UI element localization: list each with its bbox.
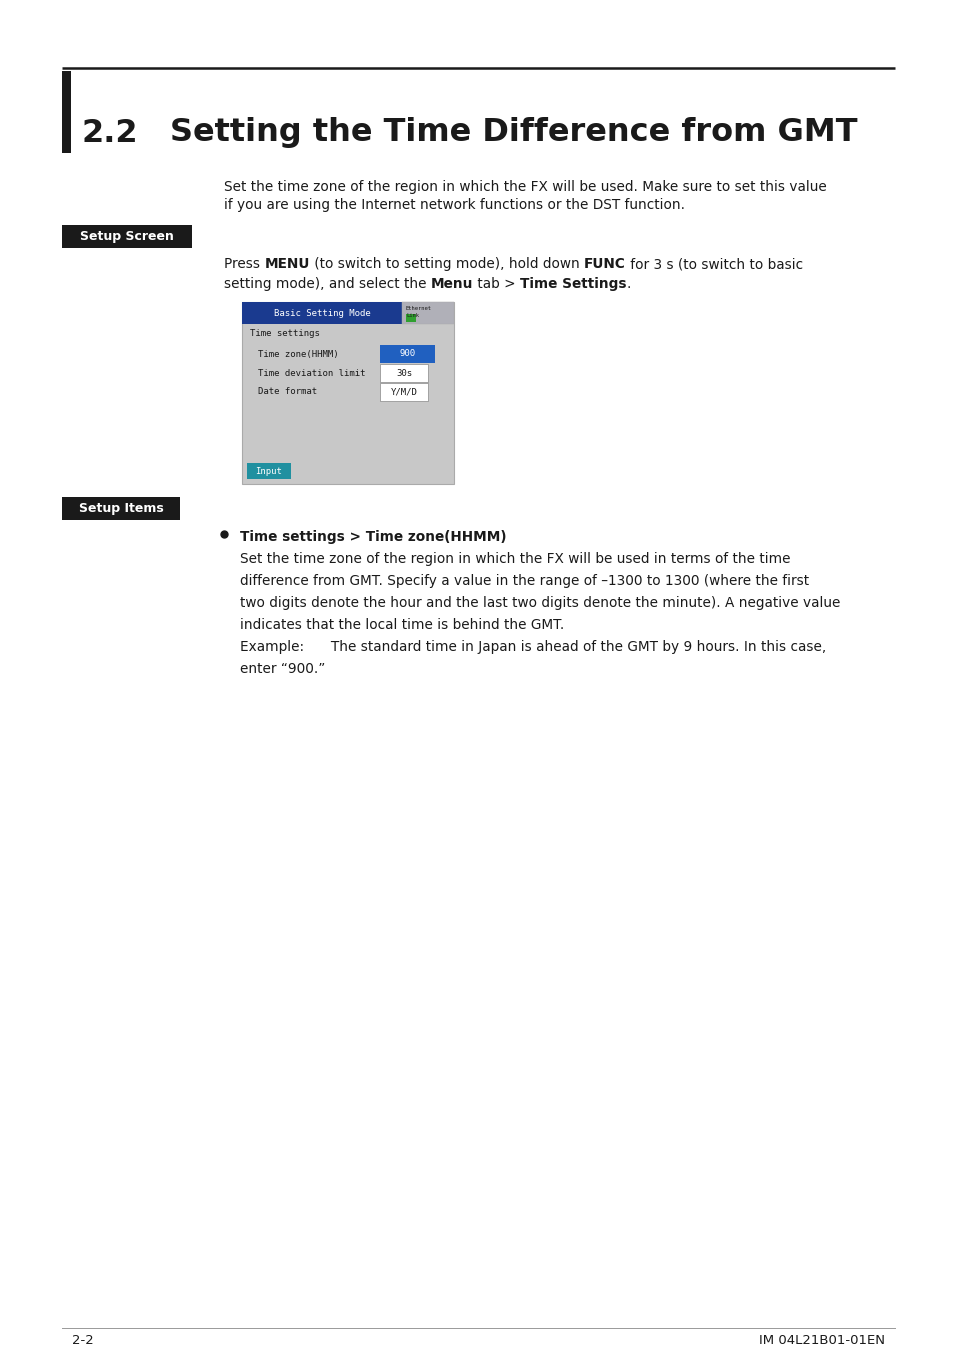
Text: tab >: tab >: [473, 277, 519, 292]
Text: (to switch to setting mode), hold down: (to switch to setting mode), hold down: [310, 256, 583, 271]
Text: enter “900.”: enter “900.”: [240, 662, 325, 676]
Text: MENU: MENU: [264, 256, 310, 271]
Bar: [401, 302, 454, 324]
Text: two digits denote the hour and the last two digits denote the minute). A negativ: two digits denote the hour and the last …: [240, 595, 840, 610]
Text: Press: Press: [224, 256, 264, 271]
Text: Menu: Menu: [431, 277, 473, 292]
Bar: [62, 497, 180, 520]
Text: setting mode), and select the: setting mode), and select the: [224, 277, 431, 292]
Text: Basic Setting Mode: Basic Setting Mode: [274, 309, 370, 317]
Text: FUNC: FUNC: [583, 256, 625, 271]
Text: Input: Input: [255, 467, 282, 475]
Text: 900: 900: [399, 350, 416, 359]
Text: Time Settings: Time Settings: [519, 277, 626, 292]
Text: 30s: 30s: [395, 369, 412, 378]
Text: if you are using the Internet network functions or the DST function.: if you are using the Internet network fu…: [224, 198, 684, 212]
Text: Time deviation limit: Time deviation limit: [257, 369, 365, 378]
Bar: [242, 302, 454, 485]
Bar: [62, 72, 71, 153]
Text: Ethernet: Ethernet: [406, 306, 432, 310]
Text: Setup Screen: Setup Screen: [80, 230, 173, 243]
Bar: [406, 315, 416, 323]
Text: 2-2: 2-2: [71, 1334, 93, 1347]
Text: Set the time zone of the region in which the FX will be used. Make sure to set t: Set the time zone of the region in which…: [224, 180, 826, 194]
Text: Set the time zone of the region in which the FX will be used in terms of the tim: Set the time zone of the region in which…: [240, 552, 790, 566]
Bar: [379, 346, 435, 363]
Text: Setup Items: Setup Items: [78, 502, 163, 514]
Bar: [379, 383, 428, 401]
Text: Time settings: Time settings: [250, 329, 319, 339]
Text: Y/M/D: Y/M/D: [390, 387, 417, 397]
Bar: [242, 302, 401, 324]
Text: Time settings > Time zone(HHMM): Time settings > Time zone(HHMM): [240, 531, 506, 544]
Text: difference from GMT. Specify a value in the range of –1300 to 1300 (where the fi: difference from GMT. Specify a value in …: [240, 574, 808, 589]
Text: Example:    The standard time in Japan is ahead of the GMT by 9 hours. In this c: Example: The standard time in Japan is a…: [240, 640, 825, 653]
Text: .: .: [626, 277, 631, 292]
Bar: [247, 463, 291, 479]
Bar: [379, 364, 428, 382]
Text: IM 04L21B01-01EN: IM 04L21B01-01EN: [759, 1334, 884, 1347]
Text: 2.2: 2.2: [82, 117, 138, 148]
Text: for 3 s (to switch to basic: for 3 s (to switch to basic: [625, 256, 801, 271]
Text: Link: Link: [406, 313, 418, 319]
Bar: [62, 225, 192, 248]
Text: Setting the Time Difference from GMT: Setting the Time Difference from GMT: [170, 117, 857, 148]
Text: Time zone(HHMM): Time zone(HHMM): [257, 350, 338, 359]
Text: indicates that the local time is behind the GMT.: indicates that the local time is behind …: [240, 618, 563, 632]
Text: Date format: Date format: [257, 387, 316, 397]
